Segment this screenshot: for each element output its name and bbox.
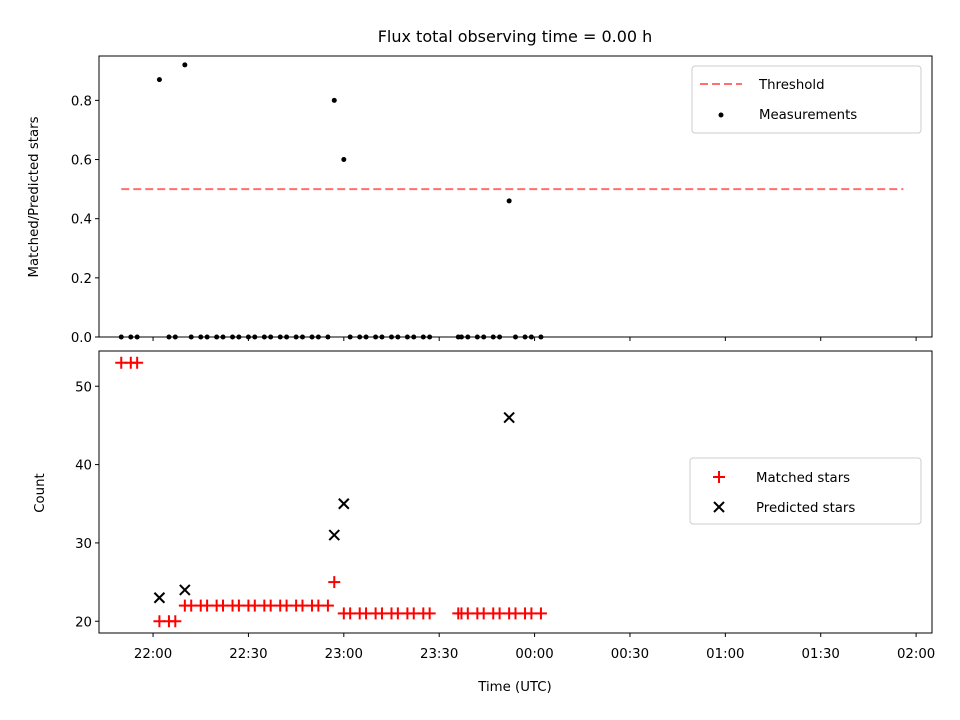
top-y-tick-label: 0.2 bbox=[71, 272, 92, 287]
top-y-tick-label: 0.8 bbox=[71, 94, 92, 109]
legend-measurements-swatch bbox=[718, 112, 724, 118]
bottom-y-tick-label: 30 bbox=[75, 537, 92, 552]
x-tick-label: 00:30 bbox=[611, 647, 649, 662]
measurement-point bbox=[156, 77, 162, 83]
legend-predicted-label: Predicted stars bbox=[756, 501, 855, 516]
x-tick-label: 01:00 bbox=[706, 647, 744, 662]
x-axis-label: Time (UTC) bbox=[477, 680, 552, 695]
matched-star-point bbox=[321, 599, 334, 612]
top-y-tick-label: 0.6 bbox=[71, 154, 92, 169]
bottom-x-ticks: 22:00 22:30 23:00 23:30 00:00 00:30 01:00 01:30… bbox=[134, 633, 935, 662]
x-tick-label: 22:30 bbox=[229, 647, 267, 662]
bottom-plot-area bbox=[115, 356, 547, 628]
legend-matched-label: Matched stars bbox=[756, 471, 850, 486]
matched-star-point bbox=[131, 356, 144, 369]
top-y-tick-label: 0.4 bbox=[71, 213, 92, 228]
x-tick-label: 22:00 bbox=[134, 647, 172, 662]
top-y-tick-label: 0.0 bbox=[71, 331, 92, 346]
bottom-axes-frame bbox=[98, 350, 933, 634]
bottom-legend-frame bbox=[689, 457, 922, 525]
predicted-star-point bbox=[153, 592, 166, 604]
measurement-point bbox=[331, 97, 337, 103]
legend-matched-swatch bbox=[713, 471, 725, 483]
matched-star-point bbox=[169, 615, 182, 628]
x-tick-label: 01:30 bbox=[802, 647, 840, 662]
measurement-point bbox=[341, 157, 347, 163]
measurement-point bbox=[182, 62, 188, 68]
top-axes-frame bbox=[98, 55, 933, 338]
bottom-legend: Matched stars Predicted stars bbox=[689, 457, 922, 525]
top-y-ticks: 0.0 0.2 0.4 0.6 0.8 bbox=[71, 94, 99, 346]
predicted-star-point bbox=[338, 498, 350, 510]
x-tick-label: 00:00 bbox=[515, 647, 553, 662]
chart-title: Flux total observing time = 0.00 h bbox=[378, 27, 653, 46]
bottom-y-tick-label: 50 bbox=[75, 380, 92, 395]
legend-threshold-label: Threshold bbox=[758, 78, 825, 93]
x-tick-label: 02:00 bbox=[897, 647, 935, 662]
bottom-y-tick-label: 20 bbox=[75, 615, 92, 630]
top-legend: Threshold Measurements bbox=[691, 65, 922, 134]
bottom-y-tick-label: 40 bbox=[75, 459, 92, 474]
matched-star-point bbox=[534, 607, 547, 620]
predicted-star-point bbox=[179, 584, 191, 596]
matched-star-point bbox=[423, 607, 436, 620]
bottom-y-ticks: 20 30 40 50 bbox=[75, 380, 99, 630]
top-legend-frame bbox=[691, 65, 922, 134]
bottom-y-axis-label: Count bbox=[33, 473, 48, 513]
predicted-star-point bbox=[328, 529, 340, 541]
matched-star-point bbox=[328, 576, 341, 589]
x-tick-label: 23:00 bbox=[325, 647, 363, 662]
legend-measurements-label: Measurements bbox=[759, 108, 857, 123]
predicted-star-point bbox=[503, 411, 515, 424]
x-tick-label: 23:30 bbox=[420, 647, 458, 662]
top-y-axis-label: Matched/Predicted stars bbox=[27, 116, 42, 277]
measurement-point bbox=[506, 198, 512, 204]
legend-predicted-swatch bbox=[713, 501, 725, 513]
